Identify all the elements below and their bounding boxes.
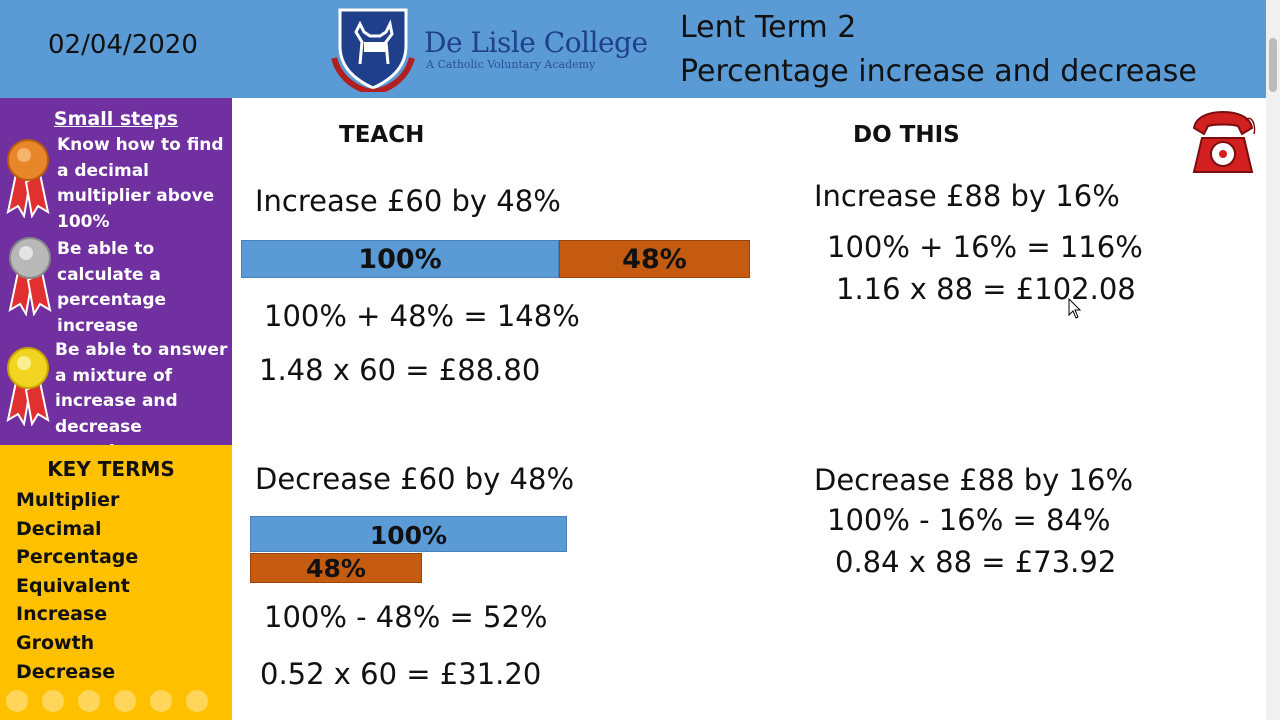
- red-telephone-icon[interactable]: [1186, 108, 1260, 180]
- next-slide-button[interactable]: [42, 690, 64, 712]
- previous-slide-button[interactable]: [6, 690, 28, 712]
- teach-decrease-step-1: 100% - 48% = 52%: [264, 600, 548, 634]
- do-this-decrease-question: Decrease £88 by 16%: [814, 463, 1133, 497]
- do-this-increase-question: Increase £88 by 16%: [814, 179, 1120, 213]
- key-term: Increase: [16, 603, 108, 626]
- scrollbar-thumb[interactable]: [1269, 38, 1277, 92]
- do-this-decrease-step-2: 0.84 x 88 = £73.92: [835, 545, 1117, 579]
- gold-medal-icon: [6, 347, 50, 426]
- key-terms-title: KEY TERMS: [47, 457, 175, 481]
- teach-increase-question: Increase £60 by 48%: [255, 184, 561, 218]
- zoom-button[interactable]: [150, 690, 172, 712]
- key-term: Decimal: [16, 517, 102, 540]
- silver-medal-icon: [8, 237, 52, 316]
- bronze-medal-icon: [6, 139, 50, 218]
- key-terms-panel: [0, 445, 232, 720]
- increase-bar-base: 100%: [241, 240, 559, 278]
- lesson-date: 02/04/2020: [48, 30, 198, 60]
- do-this-increase-step-2: 1.16 x 88 = £102.08: [836, 272, 1136, 306]
- slides-grid-button[interactable]: [114, 690, 136, 712]
- small-step-1: Know how to find a decimal multiplier ab…: [57, 135, 224, 232]
- teach-decrease-question: Decrease £60 by 48%: [255, 462, 574, 496]
- crest-logo-icon: [331, 8, 415, 92]
- key-term: Decrease: [16, 660, 116, 683]
- key-term: Growth: [16, 631, 95, 654]
- college-subtitle: A Catholic Voluntary Academy: [426, 58, 596, 71]
- teach-decrease-step-2: 0.52 x 60 = £31.20: [260, 657, 542, 691]
- do-this-increase-step-1: 100% + 16% = 116%: [827, 230, 1143, 264]
- do-this-heading: DO THIS: [853, 122, 960, 148]
- vertical-scrollbar[interactable]: [1266, 0, 1280, 720]
- college-name: De Lisle College: [424, 26, 648, 59]
- teach-increase-step-1: 100% + 48% = 148%: [264, 299, 580, 333]
- term-title: Lent Term 2: [680, 10, 857, 45]
- decrease-bar-base: 100%: [250, 516, 567, 552]
- teach-increase-step-2: 1.48 x 60 = £88.80: [259, 353, 541, 387]
- pen-tool-button[interactable]: [78, 690, 100, 712]
- small-step-2: Be able to calculate a percentage increa…: [57, 239, 167, 336]
- topic-title: Percentage increase and decrease: [680, 54, 1197, 89]
- key-term: Equivalent: [16, 574, 130, 597]
- do-this-decrease-step-1: 100% - 16% = 84%: [827, 503, 1111, 537]
- key-terms-list: Multiplier Decimal Percentage Equivalent…: [16, 486, 138, 686]
- small-steps-title: Small steps: [53, 108, 179, 130]
- key-term: Multiplier: [16, 489, 120, 511]
- mouse-cursor-icon: [1068, 298, 1082, 319]
- header-bar: [0, 0, 1280, 98]
- key-term: Percentage: [16, 546, 139, 569]
- teach-heading: TEACH: [339, 122, 425, 148]
- decrease-bar-removed: 48%: [250, 553, 422, 583]
- increase-bar-added: 48%: [559, 240, 750, 278]
- more-options-button[interactable]: [186, 690, 208, 712]
